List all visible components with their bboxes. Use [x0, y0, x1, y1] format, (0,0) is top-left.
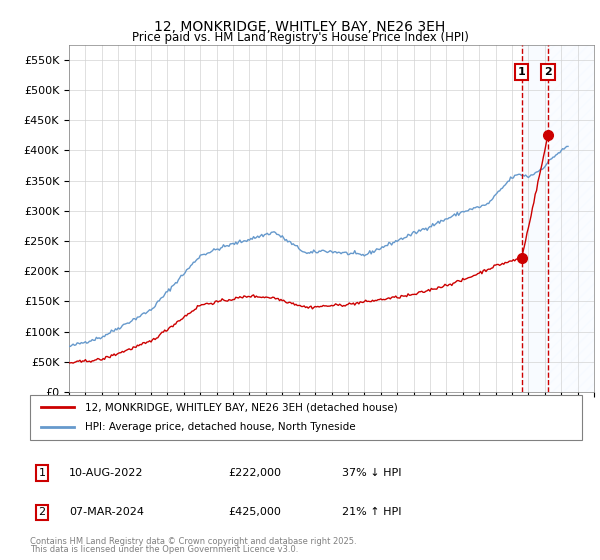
Text: 21% ↑ HPI: 21% ↑ HPI	[342, 507, 401, 517]
Text: 1: 1	[518, 67, 526, 77]
Bar	[522, 45, 548, 392]
Text: HPI: Average price, detached house, North Tyneside: HPI: Average price, detached house, Nort…	[85, 422, 356, 432]
Text: 07-MAR-2024: 07-MAR-2024	[69, 507, 144, 517]
Text: 1: 1	[38, 468, 46, 478]
Text: £425,000: £425,000	[228, 507, 281, 517]
FancyBboxPatch shape	[30, 395, 582, 440]
Text: Price paid vs. HM Land Registry's House Price Index (HPI): Price paid vs. HM Land Registry's House …	[131, 31, 469, 44]
Text: This data is licensed under the Open Government Licence v3.0.: This data is licensed under the Open Gov…	[30, 545, 298, 554]
Bar	[548, 45, 594, 392]
Text: 12, MONKRIDGE, WHITLEY BAY, NE26 3EH: 12, MONKRIDGE, WHITLEY BAY, NE26 3EH	[154, 20, 446, 34]
Text: £222,000: £222,000	[228, 468, 281, 478]
Text: 2: 2	[38, 507, 46, 517]
Text: 2: 2	[544, 67, 552, 77]
Text: Contains HM Land Registry data © Crown copyright and database right 2025.: Contains HM Land Registry data © Crown c…	[30, 537, 356, 546]
Text: 12, MONKRIDGE, WHITLEY BAY, NE26 3EH (detached house): 12, MONKRIDGE, WHITLEY BAY, NE26 3EH (de…	[85, 402, 398, 412]
Text: 10-AUG-2022: 10-AUG-2022	[69, 468, 143, 478]
Text: 37% ↓ HPI: 37% ↓ HPI	[342, 468, 401, 478]
